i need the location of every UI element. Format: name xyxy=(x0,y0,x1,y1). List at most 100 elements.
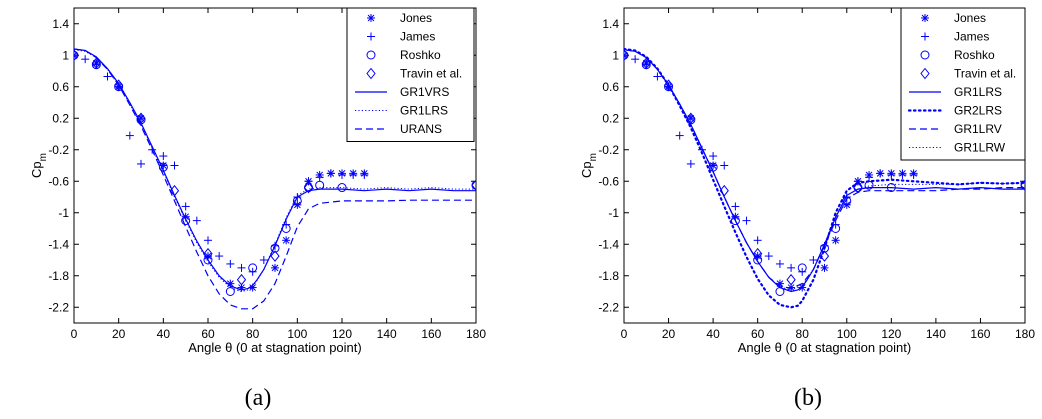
data-point xyxy=(181,216,191,226)
x-tick-label: 80 xyxy=(246,327,260,341)
data-point xyxy=(686,112,696,125)
x-tick-label: 40 xyxy=(706,327,720,341)
data-point-d xyxy=(798,284,806,291)
data-point xyxy=(338,170,346,179)
x-tick-label: 0 xyxy=(71,327,78,341)
data-point-d xyxy=(271,264,279,272)
y-tick-label: -0.6 xyxy=(48,174,69,188)
legend-marker xyxy=(366,50,376,60)
data-point xyxy=(137,159,145,168)
data-point xyxy=(675,131,684,140)
legend-item: GR1LRS xyxy=(909,85,1002,99)
series-gr1vrs-line xyxy=(74,48,476,291)
data-point xyxy=(631,55,640,64)
data-point xyxy=(203,247,213,260)
x-tick-label: 60 xyxy=(751,327,765,341)
data-point xyxy=(315,173,324,182)
data-point xyxy=(159,152,168,161)
y-axis: 1.4 1 0.6 0.2 -0.2 -0.6 -1 -1.4 -1.8 -2.2 xyxy=(598,17,1025,314)
legend-label: James xyxy=(400,30,435,44)
legend-label: GR1LRW xyxy=(954,141,1006,155)
legend-item: James xyxy=(367,30,435,44)
legend-label: James xyxy=(954,30,989,44)
data-point xyxy=(809,256,818,264)
series-gr1lrs-line xyxy=(74,49,476,293)
y-tick-label: -1.8 xyxy=(598,269,619,283)
data-point xyxy=(753,247,763,260)
data-point xyxy=(624,49,629,62)
legend-marker xyxy=(367,14,375,22)
data-point xyxy=(742,216,751,225)
data-point xyxy=(731,202,740,211)
x-tick-label: 160 xyxy=(421,327,441,341)
legend-marker xyxy=(366,67,376,80)
legend-item: James xyxy=(921,30,989,44)
data-point xyxy=(192,216,201,225)
y-tick-label: -1.4 xyxy=(598,237,619,251)
data-point xyxy=(337,183,347,193)
x-tick-label: 80 xyxy=(796,327,810,341)
data-point xyxy=(819,250,830,262)
data-point xyxy=(203,255,213,265)
data-point xyxy=(248,263,258,273)
data-point xyxy=(326,169,335,178)
data-point xyxy=(797,263,807,273)
x-tick-label: 0 xyxy=(621,327,628,341)
data-point xyxy=(74,49,79,62)
legend-label: Jones xyxy=(400,11,432,25)
legend-marker xyxy=(921,14,929,22)
x-tick-label: 20 xyxy=(112,327,126,341)
legend-marker xyxy=(920,50,930,60)
series-layer xyxy=(74,48,476,310)
data-point-d xyxy=(821,264,828,272)
y-axis-label: Cpm xyxy=(29,153,49,178)
x-tick-label: 60 xyxy=(201,327,215,341)
data-point xyxy=(898,170,907,179)
x-tick-label: 100 xyxy=(837,327,857,341)
data-point xyxy=(271,263,279,272)
legend-item: GR1LRS xyxy=(355,104,448,118)
x-tick-label: 20 xyxy=(662,327,676,341)
legend-marker xyxy=(367,32,375,41)
legend-item: URANS xyxy=(355,122,442,136)
data-point xyxy=(686,159,695,168)
data-point xyxy=(876,169,885,178)
data-point-d xyxy=(249,284,257,291)
y-tick-label: -0.6 xyxy=(598,174,619,188)
data-point xyxy=(215,252,224,261)
x-tick-label: 40 xyxy=(157,327,171,341)
x-tick-label: 140 xyxy=(377,327,397,341)
legend-marker xyxy=(920,67,930,80)
legend-item: Travin et al. xyxy=(920,67,1016,81)
data-point-d xyxy=(832,236,839,244)
series-gr1vrs xyxy=(74,48,476,291)
data-point xyxy=(663,79,674,91)
legend-label: GR1VRS xyxy=(400,85,449,99)
series-gr1lrv xyxy=(624,49,1025,290)
data-point xyxy=(753,236,762,245)
y-tick-label: -0.2 xyxy=(48,143,69,157)
y-tick-label: -1 xyxy=(58,206,69,220)
legend-label: Roshko xyxy=(954,48,995,62)
y-tick-label: 1 xyxy=(62,48,69,62)
y-tick-label: 1 xyxy=(612,48,619,62)
data-point-d xyxy=(282,236,290,244)
data-point xyxy=(787,263,796,272)
data-point xyxy=(81,55,90,64)
data-point xyxy=(720,161,729,170)
chart-panel-a: 1.4 1 0.6 0.2 -0.2 -0.6 -1 -1.4 -1.8 -2.20 20 40 60 8… xyxy=(29,7,486,411)
legend-label: Travin et al. xyxy=(954,67,1016,81)
y-tick-label: -2.2 xyxy=(48,300,69,314)
x-tick-label: 180 xyxy=(466,327,486,341)
x-tick-label: 140 xyxy=(926,327,946,341)
x-axis-label: Angle θ (0 at stagnation point) xyxy=(188,340,361,355)
x-tick-label: 120 xyxy=(332,327,352,341)
data-point xyxy=(237,263,246,272)
x-axis: 0 20 40 60 80 100 120 140 160 180 xyxy=(621,8,1035,341)
data-point xyxy=(114,79,124,91)
legend: Jones James Roshko Travin et al. GR1VRS GR1LR… xyxy=(346,7,475,142)
y-tick-label: 1.4 xyxy=(602,17,619,31)
data-point xyxy=(248,283,257,292)
data-point xyxy=(181,202,190,211)
data-point xyxy=(91,57,101,69)
